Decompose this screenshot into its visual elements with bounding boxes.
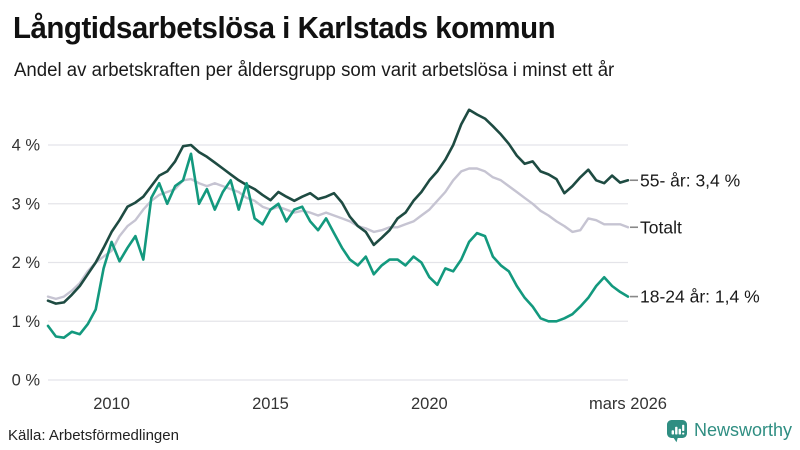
series-label-55-r: 55- år: 3,4 % bbox=[640, 170, 740, 190]
y-axis-tick-label: 4 % bbox=[12, 137, 41, 155]
brand-name: Newsworthy bbox=[693, 420, 792, 440]
series-line-18-24-r bbox=[46, 152, 630, 339]
x-axis-tick-label: 2020 bbox=[411, 395, 448, 413]
series-line-totalt bbox=[46, 167, 630, 301]
x-axis-tick-label: 2015 bbox=[252, 395, 289, 413]
y-axis-tick-label: 0 % bbox=[12, 372, 41, 390]
y-axis-tick-label: 2 % bbox=[12, 254, 41, 272]
x-axis-tick-label: 2010 bbox=[93, 395, 130, 413]
series-label-18-24-r: 18-24 år: 1,4 % bbox=[640, 287, 760, 307]
source-note: Källa: Arbetsförmedlingen bbox=[8, 427, 179, 444]
brand-logo[interactable]: Newsworthy bbox=[665, 418, 792, 443]
series-line-55-r bbox=[46, 108, 630, 305]
page-subtitle: Andel av arbetskraften per åldersgrupp s… bbox=[14, 60, 615, 81]
newsworthy-icon bbox=[666, 420, 687, 443]
y-axis-tick-label: 1 % bbox=[12, 313, 41, 331]
x-axis-tick-label: mars 2026 bbox=[589, 395, 667, 413]
series-label-totalt: Totalt bbox=[640, 217, 682, 237]
y-axis-tick-label: 3 % bbox=[12, 195, 41, 213]
page-title: Långtidsarbetslösa i Karlstads kommun bbox=[13, 10, 556, 45]
